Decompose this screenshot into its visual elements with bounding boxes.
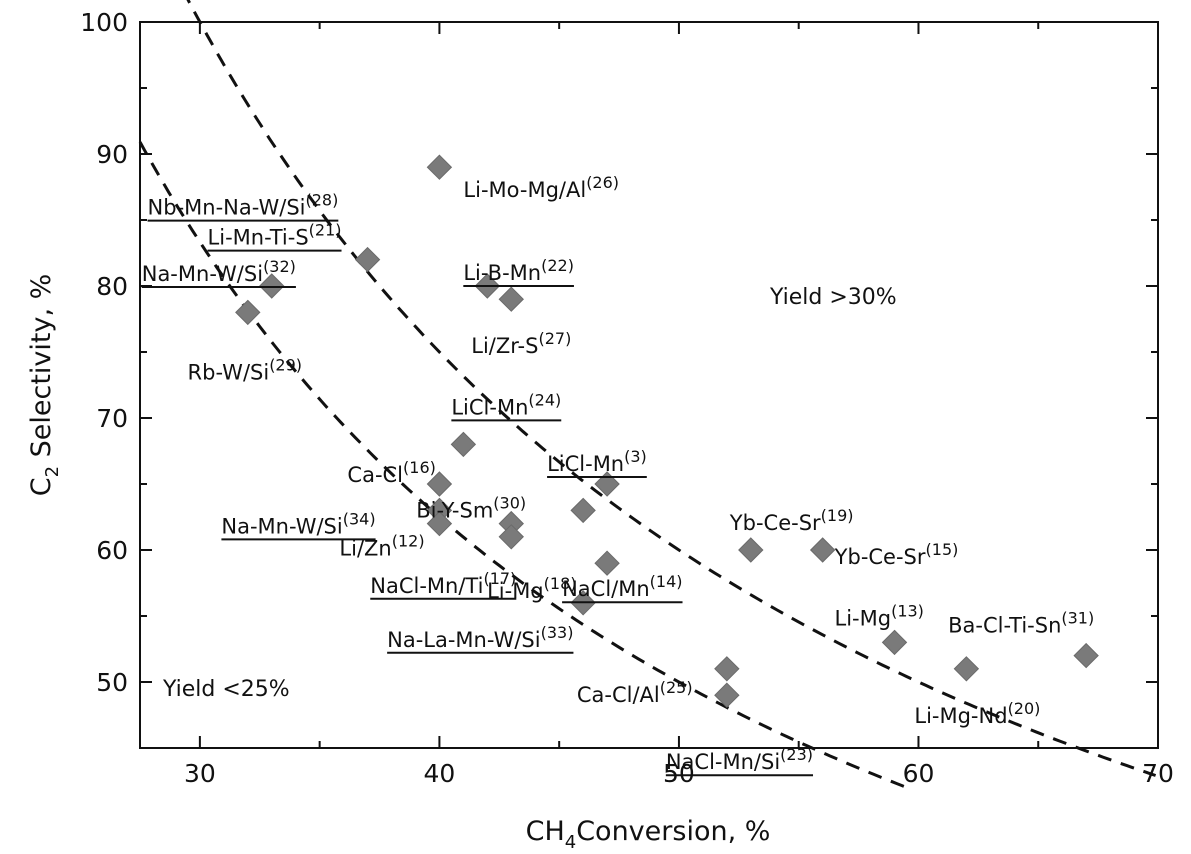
data-point-marker — [426, 154, 453, 180]
point-label: Li-Mg(13) — [835, 601, 924, 630]
x-tick-label: 60 — [903, 759, 935, 788]
point-label: Ca-Cl(16) — [347, 458, 435, 487]
data-point-marker — [1073, 642, 1099, 669]
point-label: Li-Mg(18) — [487, 574, 576, 603]
x-axis-title: CH4Conversion, % — [526, 816, 771, 853]
point-label: NaCl-Mn/Si(23) — [666, 745, 813, 774]
x-tick-label: 40 — [424, 759, 456, 788]
point-label: Li-Mo-Mg/Al(26) — [463, 173, 619, 202]
point-label: LiCl-Mn(3) — [547, 447, 647, 476]
data-point-marker — [738, 537, 764, 563]
point-label: Na-La-Mn-W/Si(33) — [387, 623, 573, 652]
point-label: Rb-W/Si(29) — [188, 355, 303, 384]
point-label: NaCl/Mn(14) — [562, 572, 682, 601]
data-point-marker — [594, 550, 620, 576]
y-tick-label: 80 — [96, 272, 128, 301]
data-point-marker — [809, 537, 836, 563]
data-point-marker — [714, 682, 740, 708]
x-tick-label: 50 — [663, 759, 695, 788]
point-label: Li-B-Mn(22) — [463, 256, 574, 285]
iso-yield-curve — [138, 141, 908, 789]
point-label: LiCl-Mn(24) — [451, 390, 561, 419]
point-label: Li-Mg-Nd(20) — [914, 699, 1040, 728]
data-point-marker — [450, 431, 477, 458]
data-point-marker — [354, 246, 381, 273]
point-label: Yb-Ce-Sr(15) — [834, 540, 959, 569]
data-point-marker — [235, 299, 261, 326]
y-tick-label: 50 — [96, 668, 128, 697]
y-axis-title: C2 Selectivity, % — [26, 274, 63, 497]
point-label: Li/Zr-S(27) — [471, 329, 571, 358]
point-label: Ca-Cl/Al(25) — [577, 678, 693, 707]
data-point-marker — [881, 629, 908, 656]
x-tick-label: 70 — [1142, 759, 1174, 788]
iso-yield-curve — [186, 0, 1157, 777]
point-label: Bi-Y-Sm(30) — [416, 494, 526, 523]
data-point-marker — [426, 510, 453, 537]
point-label: Na-Mn-W/Si(32) — [142, 257, 296, 286]
data-point-marker — [953, 656, 980, 682]
point-label: Li/Zn(12) — [339, 532, 424, 561]
region-label-low-yield: Yield <25% — [162, 677, 290, 702]
point-label: Yb-Ce-Sr(19) — [729, 506, 854, 535]
y-tick-label: 100 — [80, 8, 128, 37]
point-label: Nb-Mn-Na-W/Si(28) — [148, 191, 339, 220]
data-markers — [235, 154, 1099, 708]
point-labels: Li-Mo-Mg/Al(26) Rb-W/Si(29) Na-Mn-W/Si(32)… — [141, 173, 1094, 777]
data-point-marker — [498, 286, 524, 312]
point-label: NaCl-Mn/Ti(17) — [370, 569, 516, 598]
point-label: Ba-Cl-Ti-Sn(31) — [948, 609, 1094, 638]
data-point-marker — [426, 471, 453, 497]
y-tick-label: 90 — [96, 140, 128, 169]
y-tick-label: 70 — [96, 404, 128, 433]
data-point-marker — [498, 524, 524, 550]
point-label: Li-Mn-Ti-S(21) — [208, 221, 342, 250]
axis-ticks: 30 40 50 60 70 50 60 70 80 90 100 — [80, 8, 1174, 788]
point-label: Na-Mn-W/Si(34) — [221, 509, 375, 538]
y-tick-label: 60 — [96, 536, 128, 565]
data-point-marker — [570, 497, 596, 524]
iso-yield-curves — [138, 0, 1157, 789]
x-tick-label: 30 — [184, 759, 216, 788]
data-point-marker — [714, 656, 740, 682]
plot-frame — [139, 21, 1159, 749]
region-label-high-yield: Yield >30% — [769, 285, 897, 310]
